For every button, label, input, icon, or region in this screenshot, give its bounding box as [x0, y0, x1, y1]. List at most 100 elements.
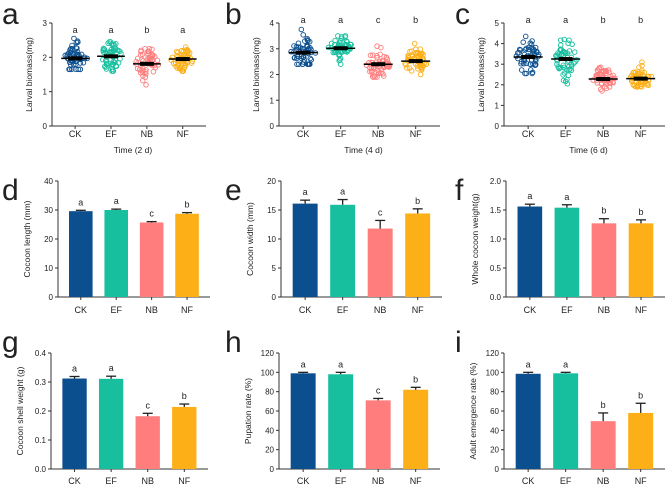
bar-NB [590, 421, 616, 469]
panel-letter-i: i [455, 326, 462, 359]
data-point-CK [298, 26, 305, 33]
data-point-EF [565, 72, 572, 79]
data-point-CK [68, 45, 74, 52]
data-point-CK [288, 48, 294, 55]
data-point-NF [631, 82, 638, 89]
x-tick-label: EF [335, 476, 347, 486]
significance-letter: a [563, 15, 568, 25]
data-point-CK [305, 61, 312, 67]
bar-CK [515, 373, 541, 469]
x-tick-label: NF [181, 305, 193, 315]
data-point-EF [110, 68, 117, 74]
bar-NF [628, 412, 654, 469]
y-tick-label: 40 [265, 426, 274, 435]
x-tick-label: NB [598, 305, 611, 315]
y-tick-label: 0 [272, 293, 277, 302]
data-point-NF [175, 49, 181, 56]
y-tick-label: 2 [495, 81, 500, 90]
data-point-CK [66, 66, 72, 73]
x-tick-label: NF [635, 305, 647, 315]
significance-letter: a [563, 359, 568, 369]
data-point-NF [180, 68, 187, 74]
data-point-EF [325, 44, 332, 51]
significance-letter: a [180, 25, 185, 35]
data-point-NF [636, 64, 642, 71]
data-point-EF [563, 67, 570, 73]
x-tick-label: EF [110, 305, 122, 315]
y-tick-label: 60 [490, 407, 499, 416]
x-axis-label: Time (6 d) [569, 145, 608, 155]
bar-EF [104, 210, 128, 297]
y-tick-label: 3 [43, 19, 48, 28]
data-point-CK [532, 62, 538, 68]
bar-NB [365, 400, 391, 469]
y-axis-label: Larval biomass(mg) [476, 37, 486, 112]
bar-NF [628, 223, 654, 297]
data-point-NF [168, 57, 174, 63]
x-tick-label: NB [372, 129, 385, 139]
x-tick-label: NB [597, 476, 610, 486]
data-point-NF [423, 61, 430, 68]
data-point-EF [562, 78, 569, 85]
sem-bar-EF [103, 54, 118, 59]
data-point-EF [328, 40, 335, 47]
data-point-NB [606, 69, 612, 75]
y-tick-label: 0.2 [35, 407, 47, 416]
data-point-NB [383, 54, 390, 61]
data-point-CK [305, 37, 311, 44]
data-point-CK [77, 66, 84, 73]
data-point-CK [73, 39, 80, 46]
bar-NF [405, 213, 431, 297]
y-tick-label: 3 [270, 45, 275, 54]
significance-letter: b [638, 390, 643, 400]
significance-letter: b [182, 391, 187, 401]
significance-letter: a [301, 15, 306, 25]
x-tick-label: CK [299, 305, 312, 315]
y-axis-label: Cocoon length (mm) [22, 200, 32, 277]
data-point-EF [567, 66, 573, 72]
y-tick-label: 40 [490, 426, 499, 435]
data-point-NF [417, 71, 424, 78]
data-point-CK [525, 46, 532, 53]
data-point-NF [404, 65, 410, 71]
data-point-NB [137, 66, 143, 73]
bar-NB [367, 228, 393, 297]
panel-letter-d: d [2, 174, 19, 207]
data-point-NF [418, 67, 425, 73]
data-point-EF [337, 57, 343, 63]
significance-letter: a [108, 25, 113, 35]
y-tick-label: 80 [490, 388, 499, 397]
data-point-NB [601, 68, 607, 74]
y-tick-label: 2 [43, 53, 48, 62]
y-axis-label: Pupation rate (%) [243, 378, 253, 444]
significance-letter: a [526, 15, 531, 25]
y-tick-label: 20 [44, 235, 53, 244]
x-tick-label: EF [560, 476, 572, 486]
significance-letter: a [340, 187, 345, 197]
data-point-NB [142, 69, 149, 75]
data-point-EF [330, 49, 336, 56]
data-point-CK [69, 42, 75, 49]
data-point-NB [376, 70, 382, 77]
x-tick-label: EF [105, 129, 117, 139]
significance-letter: a [527, 191, 532, 201]
x-tick-label: EF [105, 476, 117, 486]
data-point-EF [105, 40, 111, 47]
data-point-NF [418, 53, 424, 59]
data-point-EF [566, 48, 573, 54]
y-tick-label: 120 [486, 349, 500, 358]
data-point-NB [366, 60, 372, 66]
bar-EF [554, 207, 580, 297]
significance-letter: a [78, 197, 83, 207]
y-tick-label: 4 [270, 19, 275, 28]
significance-letter: c [376, 385, 381, 395]
data-point-NB [590, 77, 596, 83]
significance-letter: a [303, 187, 308, 197]
significance-letter: c [149, 209, 154, 219]
data-point-CK [64, 52, 71, 58]
y-axis-label: Adult emergence rate (%) [468, 362, 478, 459]
x-tick-label: CK [522, 476, 535, 486]
bar-NB [591, 223, 617, 297]
data-point-NB [138, 47, 144, 54]
